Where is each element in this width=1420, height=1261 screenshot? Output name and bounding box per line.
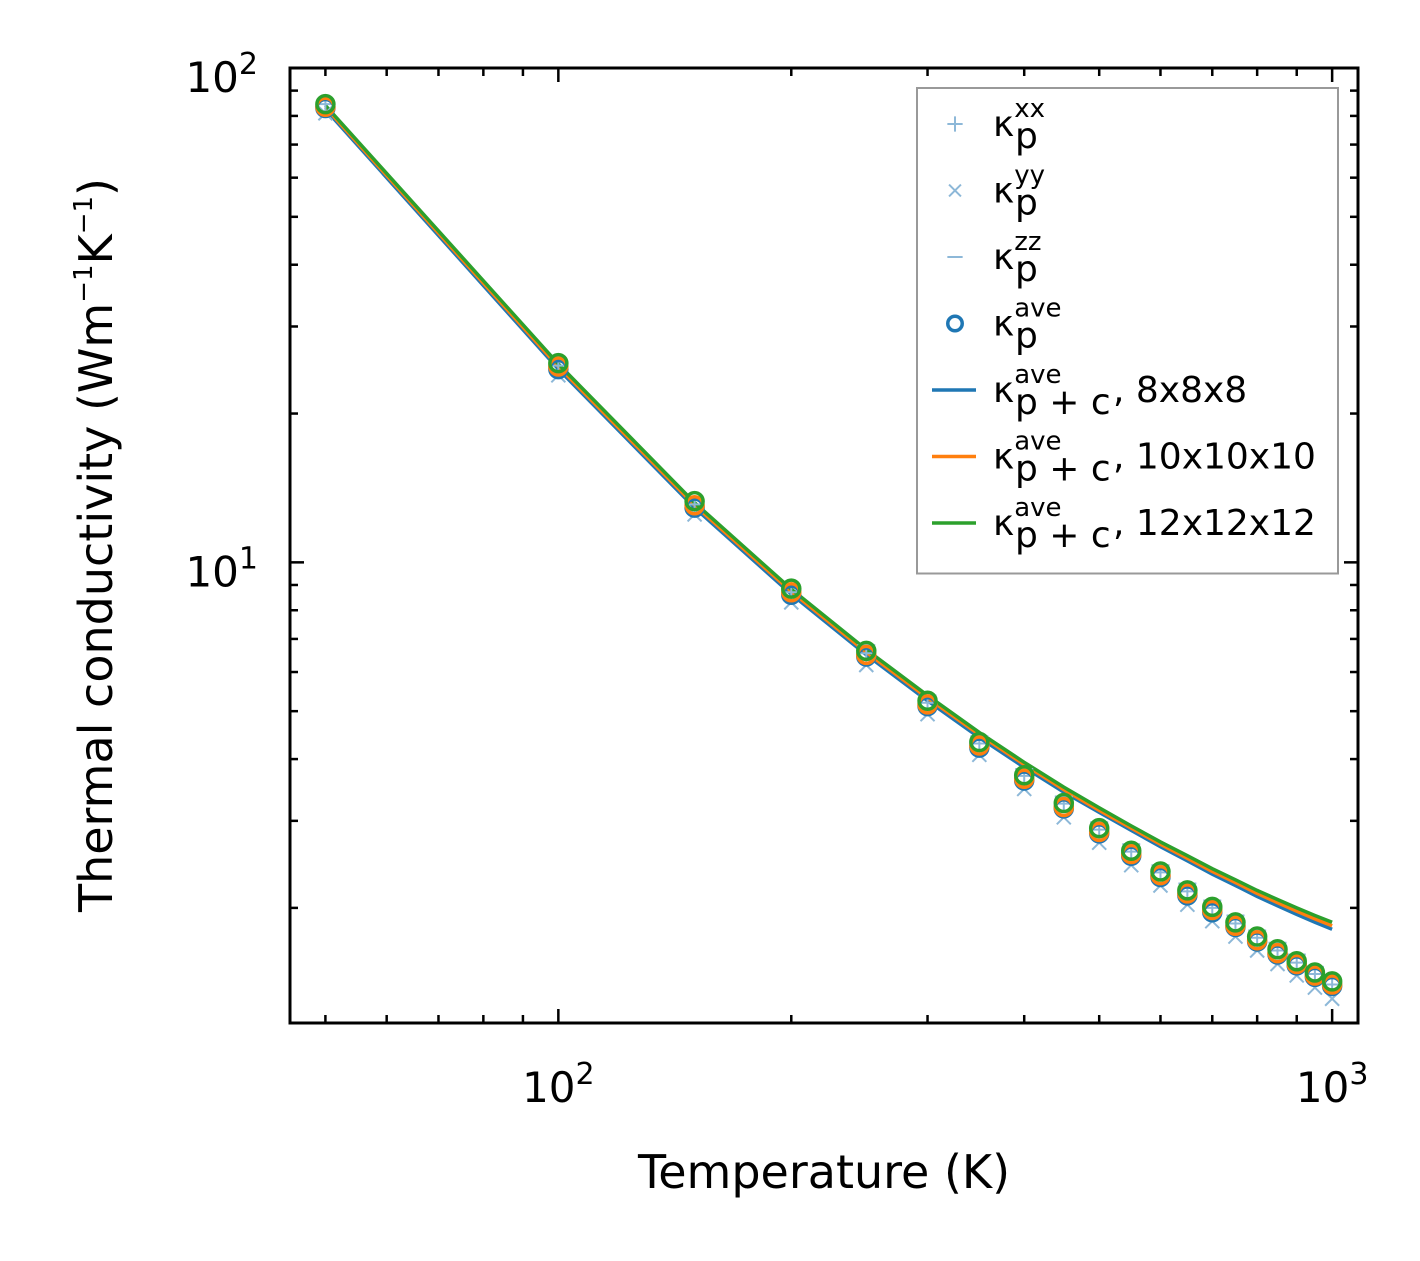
x-tick-label: 103 bbox=[1296, 1057, 1369, 1112]
legend-label-base: κ bbox=[993, 237, 1014, 278]
y-tick-label-exp: 2 bbox=[239, 47, 258, 82]
legend-label: κxx bbox=[993, 94, 1045, 145]
data-point bbox=[1304, 962, 1326, 983]
legend-label-sup: ave bbox=[1014, 493, 1061, 523]
legend-label-sup: xx bbox=[1014, 94, 1045, 124]
legend-label-base: κ bbox=[993, 437, 1014, 478]
y-axis-label-close: ) bbox=[69, 178, 123, 196]
legend-label: κave bbox=[993, 294, 1062, 345]
data-point bbox=[1321, 971, 1343, 992]
data-point bbox=[1267, 938, 1288, 960]
y-tick-label-exp: 1 bbox=[239, 541, 258, 576]
legend-label-sub: p + c bbox=[1015, 449, 1111, 490]
data-point bbox=[1246, 926, 1268, 947]
legend-label-base: κ bbox=[993, 171, 1014, 212]
series-line-kpc_ave_10x10x10 bbox=[324, 106, 1333, 928]
data-point bbox=[1088, 817, 1110, 839]
y-axis-label-unit: K bbox=[69, 232, 123, 264]
legend-label-sup: yy bbox=[1014, 161, 1045, 191]
y-tick-label-base: 10 bbox=[185, 53, 238, 102]
legend-label-base: κ bbox=[993, 503, 1014, 544]
x-axis-label: Temperature (K) bbox=[637, 1145, 1010, 1199]
legend-label-sub: p bbox=[1015, 316, 1038, 357]
data-point bbox=[315, 93, 336, 115]
data-point bbox=[548, 352, 569, 374]
legend-label-suffix: , 12x12x12 bbox=[1113, 503, 1316, 544]
x-tick-label-exp: 3 bbox=[1349, 1057, 1368, 1092]
legend-label: κave bbox=[993, 360, 1062, 411]
legend-marker bbox=[946, 314, 964, 333]
data-point bbox=[684, 490, 705, 512]
data-point bbox=[969, 731, 990, 753]
data-point bbox=[781, 578, 802, 599]
legend-label-suffix: , 8x8x8 bbox=[1113, 370, 1247, 411]
legend-label: κave bbox=[993, 427, 1062, 478]
legend-label-base: κ bbox=[993, 304, 1014, 345]
legend-label-sup: ave bbox=[1014, 427, 1061, 457]
data-point bbox=[1177, 880, 1198, 901]
legend-label-suffix: , 10x10x10 bbox=[1113, 437, 1316, 478]
legend-label-base: κ bbox=[993, 104, 1014, 145]
legend-marker bbox=[947, 116, 963, 132]
series-line-kpc_ave_8x8x8 bbox=[324, 108, 1333, 931]
plot-frame bbox=[288, 66, 1360, 1025]
legend-label-sub: p bbox=[1015, 183, 1038, 224]
legend-marker bbox=[948, 183, 962, 198]
y-axis-label-main: Thermal conductivity (Wm bbox=[69, 303, 123, 913]
data-point bbox=[1286, 950, 1307, 972]
y-axis-label-sup1: −1 bbox=[69, 264, 99, 302]
legend-label: κyy bbox=[993, 161, 1045, 212]
y-tick-label-base: 10 bbox=[185, 547, 238, 596]
legend-label-sup: ave bbox=[1014, 294, 1061, 324]
x-tick-label: 102 bbox=[522, 1057, 595, 1112]
data-point bbox=[1225, 912, 1246, 933]
x-tick-label-base: 10 bbox=[522, 1063, 575, 1112]
legend-label-sub: p + c bbox=[1015, 515, 1111, 556]
data-point bbox=[856, 640, 877, 662]
legend-label: κave bbox=[993, 493, 1062, 544]
data-point bbox=[917, 690, 938, 711]
data-point bbox=[1013, 764, 1035, 786]
series-line-kpc_ave_12x12x12 bbox=[324, 104, 1333, 924]
legend-label-sup: ave bbox=[1014, 360, 1061, 390]
legend-label-sup: zz bbox=[1014, 227, 1041, 257]
data-point bbox=[1120, 840, 1142, 861]
legend-box bbox=[916, 87, 1339, 575]
x-tick-label-base: 10 bbox=[1296, 1063, 1349, 1112]
legend-label-base: κ bbox=[993, 370, 1014, 411]
x-tick-label-exp: 2 bbox=[576, 1057, 595, 1092]
legend-label-sub: p bbox=[1015, 249, 1038, 290]
legend-label: κzz bbox=[993, 227, 1042, 278]
y-tick-label: 102 bbox=[185, 47, 258, 102]
y-axis-label-sup2: −1 bbox=[69, 196, 99, 234]
series-kp_ave_green_markers bbox=[315, 93, 1343, 992]
data-point bbox=[1150, 861, 1171, 882]
data-point bbox=[1053, 792, 1075, 814]
legend-label-sub: p bbox=[1015, 116, 1038, 157]
data-point bbox=[1202, 896, 1223, 918]
y-tick-label: 101 bbox=[185, 541, 258, 596]
y-axis-label: Thermal conductivity (Wm−1K−1) bbox=[69, 178, 123, 913]
legend-label-sub: p + c bbox=[1015, 382, 1111, 423]
